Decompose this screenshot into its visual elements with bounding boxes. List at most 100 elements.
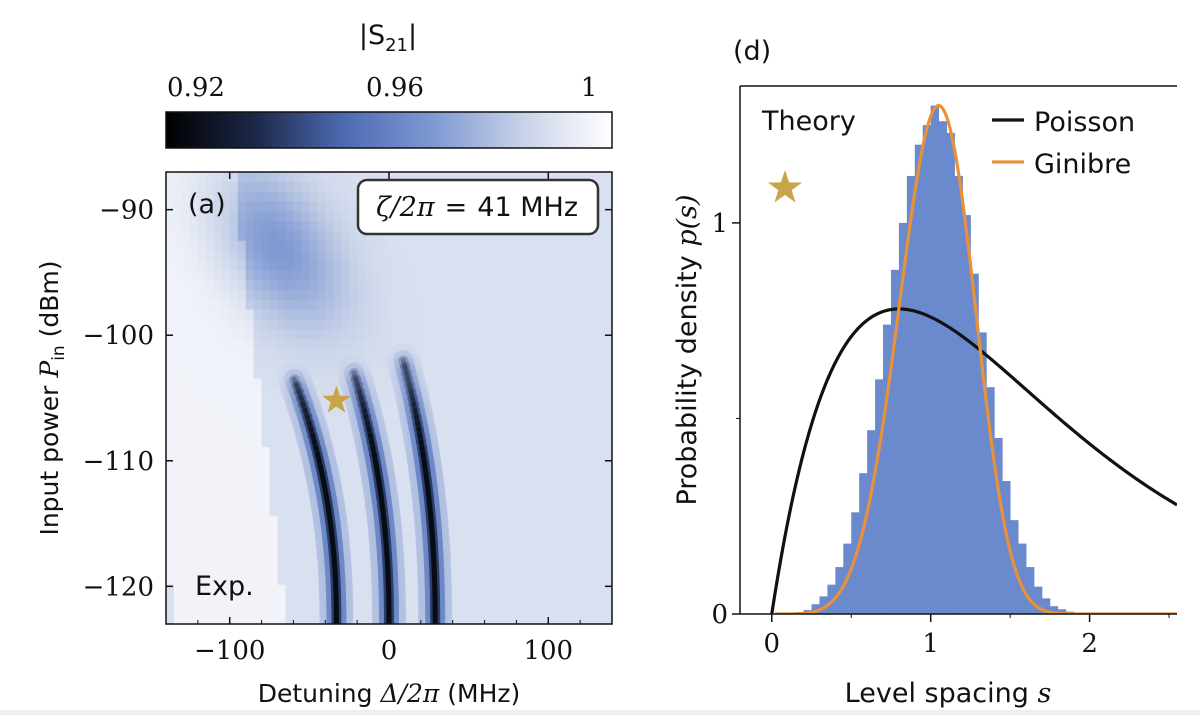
heatmap-cell bbox=[245, 368, 255, 379]
heatmap-cell bbox=[564, 574, 573, 586]
heatmap-cell bbox=[181, 584, 191, 596]
panel-d-inset-label: Theory bbox=[761, 106, 856, 137]
heatmap-cell bbox=[173, 407, 183, 419]
heatmap-cell bbox=[277, 584, 287, 596]
heatmap-cell bbox=[309, 358, 318, 370]
heatmap-cell bbox=[277, 535, 287, 546]
heatmap-cell bbox=[588, 515, 597, 527]
heatmap-cell bbox=[588, 486, 597, 497]
heatmap-cell bbox=[166, 299, 175, 311]
heatmap-cell bbox=[492, 565, 502, 576]
heatmap-cell bbox=[596, 260, 605, 271]
heatmap-cell bbox=[428, 358, 438, 370]
heatmap-cell bbox=[293, 348, 302, 360]
heatmap-cell bbox=[285, 466, 295, 478]
heatmap-cell bbox=[261, 378, 271, 389]
heatmap-cell bbox=[237, 614, 247, 624]
heatmap-cell bbox=[548, 555, 557, 566]
heatmap-cell bbox=[221, 388, 231, 399]
heatmap-cell bbox=[516, 525, 525, 537]
heatmap-cell bbox=[532, 358, 541, 370]
heatmap-cell bbox=[468, 486, 478, 497]
heatmap-cell bbox=[349, 604, 358, 615]
heatmap-cell bbox=[205, 407, 215, 419]
heatmap-cell bbox=[173, 348, 183, 360]
heatmap-cell bbox=[420, 388, 430, 399]
heatmap-cell bbox=[404, 584, 414, 596]
heatmap-cell bbox=[412, 240, 422, 252]
heatmap-cell bbox=[245, 211, 255, 222]
heatmap-cell bbox=[540, 339, 549, 350]
heatmap-cell bbox=[197, 427, 207, 438]
heatmap-cell bbox=[588, 260, 597, 271]
heatmap-cell bbox=[540, 545, 549, 556]
heatmap-cell bbox=[261, 398, 271, 409]
heatmap-cell bbox=[357, 407, 366, 419]
heatmap-cell bbox=[476, 466, 486, 478]
heatmap-dip-segment bbox=[352, 380, 365, 397]
heatmap-cell bbox=[492, 358, 502, 370]
heatmap-cell bbox=[468, 437, 478, 448]
heatmap-cell bbox=[261, 545, 271, 556]
heatmap-cell bbox=[293, 240, 302, 252]
heatmap-cell bbox=[285, 486, 295, 497]
heatmap-cell bbox=[460, 289, 470, 301]
heatmap-cell bbox=[484, 270, 494, 281]
heatmap-cell bbox=[221, 289, 231, 301]
heatmap-cell bbox=[484, 427, 494, 438]
heatmap-cell bbox=[229, 398, 239, 409]
heatmap-cell bbox=[604, 604, 612, 615]
heatmap-cell bbox=[604, 506, 612, 517]
heatmap-cell bbox=[173, 240, 183, 252]
heatmap-cell bbox=[412, 299, 422, 311]
heatmap-cell bbox=[189, 417, 199, 429]
heatmap-cell bbox=[604, 486, 612, 497]
heatmap-cell bbox=[357, 476, 366, 488]
heatmap-cell bbox=[173, 496, 183, 507]
heatmap-cell bbox=[452, 348, 462, 360]
heatmap-cell bbox=[325, 417, 334, 429]
heatmap-cell bbox=[213, 368, 223, 379]
heatmap-cell bbox=[484, 466, 494, 478]
heatmap-cell bbox=[604, 555, 612, 566]
heatmap-cell bbox=[373, 309, 382, 320]
heatmap-cell bbox=[205, 230, 215, 242]
heatmap-cell bbox=[540, 584, 549, 596]
heatmap-cell bbox=[229, 270, 239, 281]
heatmap-cell bbox=[277, 417, 287, 429]
heatmap-cell bbox=[444, 515, 454, 527]
heatmap-cell bbox=[500, 525, 510, 537]
heatmap-cell bbox=[428, 398, 438, 409]
heatmap-cell bbox=[508, 339, 518, 350]
heatmap-cell bbox=[277, 172, 287, 183]
heatmap-cell bbox=[365, 555, 374, 566]
heatmap-cell bbox=[173, 309, 183, 320]
heatmap-cell bbox=[396, 172, 406, 183]
heatmap-cell bbox=[452, 280, 462, 291]
heatmap-cell bbox=[173, 230, 183, 242]
heatmap-cell bbox=[524, 230, 533, 242]
heatmap-cell bbox=[381, 358, 390, 370]
heatmap-cell bbox=[181, 260, 191, 271]
heatmap-cell bbox=[436, 358, 446, 370]
x-tick-label: −100 bbox=[194, 636, 265, 666]
heatmap-cell bbox=[253, 466, 263, 478]
heatmap-cell bbox=[277, 466, 287, 478]
heatmap-cell bbox=[540, 348, 549, 360]
histogram-bar bbox=[1018, 543, 1027, 614]
heatmap-cell bbox=[492, 574, 502, 586]
heatmap-cell bbox=[412, 348, 422, 360]
heatmap-cell bbox=[197, 260, 207, 271]
heatmap-cell bbox=[285, 535, 295, 546]
heatmap-cell bbox=[460, 486, 470, 497]
heatmap-cell bbox=[452, 329, 462, 340]
heatmap-cell bbox=[205, 309, 215, 320]
heatmap-cell bbox=[404, 565, 414, 576]
heatmap-cell bbox=[189, 496, 199, 507]
panel-a-ylabel: Input power Pin (dBm) bbox=[35, 260, 69, 535]
ginibre-curve bbox=[774, 103, 1177, 614]
heatmap-cell bbox=[540, 447, 549, 458]
heatmap-cell bbox=[173, 358, 183, 370]
heatmap-cell bbox=[221, 230, 231, 242]
heatmap-cell bbox=[420, 230, 430, 242]
